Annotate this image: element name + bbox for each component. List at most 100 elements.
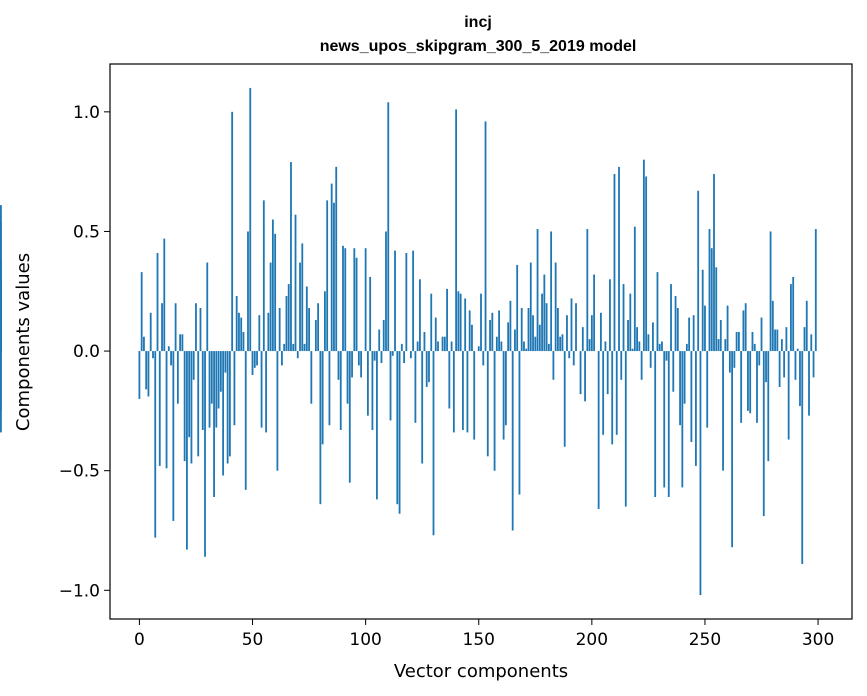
bar-239 [679,351,681,426]
bar-208 [609,279,611,352]
bar-158 [495,336,498,352]
bar-198 [586,229,589,352]
bar-152 [482,351,485,366]
bar-186 [559,336,562,352]
bar-189 [566,315,568,352]
bar-172 [527,308,530,352]
bar-294 [803,327,806,352]
bar-217 [629,293,632,352]
bar-203 [597,351,600,509]
x-axis: 0 50 100 150 200 250 300 [134,619,834,650]
bar-272 [753,343,756,352]
bar-261 [728,351,731,373]
bar-66 [287,284,290,352]
bar-47 [244,351,247,490]
bar-181 [547,343,550,352]
bar-286 [785,327,788,352]
bar-13 [167,346,170,352]
bar-299 [814,229,817,352]
bar-170 [523,341,525,352]
bar-127 [425,351,428,387]
bar-204 [599,312,602,352]
bar-249 [701,269,704,352]
bar-210 [613,174,616,352]
bar-41 [231,111,234,352]
bar-38 [224,351,227,373]
x-tick-label: 200 [576,630,608,650]
bar-132 [437,341,439,352]
bar-29 [204,351,206,557]
bar-107 [380,351,383,364]
bar-123 [416,341,419,352]
bar-269 [747,351,749,411]
bar-14 [170,351,172,366]
bar-229 [656,272,659,352]
bar-61 [276,351,279,471]
bar-128 [428,351,430,383]
bar-276 [762,351,765,517]
bar-135 [443,336,446,352]
bar-209 [611,351,614,445]
bar-230 [658,343,661,352]
bar-160 [500,341,503,352]
bar-223 [642,159,645,352]
bar-184 [554,262,557,352]
bar-199 [588,339,591,352]
bar-53 [258,315,261,352]
bar-75 [308,308,310,352]
bar-64 [283,343,286,352]
bar-34 [215,351,218,428]
bar-40 [228,351,231,457]
bar-18 [179,334,182,352]
bar-195 [579,351,582,395]
bar-282 [776,329,779,352]
bar-264 [735,331,738,352]
x-axis-label: Vector components [394,661,568,682]
y-tick-label: −0.5 [59,462,100,482]
bar-150 [477,346,480,352]
bar-79 [317,303,320,352]
bar-134 [441,336,444,352]
bar-237 [674,296,677,352]
bar-224 [645,176,648,352]
bar-171 [525,348,528,352]
bar-177 [538,324,541,352]
bar-214 [622,284,625,352]
bar-267 [742,310,745,352]
bar-57 [267,312,270,352]
bar-55 [262,200,265,352]
bar-117 [403,351,405,364]
bar-124 [419,279,421,352]
bar-89 [339,351,342,431]
bar-69 [294,214,297,352]
bar-120 [409,351,412,359]
bar-260 [726,305,729,352]
bar-182 [550,231,553,352]
bar-156 [491,312,494,352]
bar-0 [138,351,141,399]
bar-266 [740,351,743,423]
bar-82 [324,291,326,352]
bar-258 [722,351,724,471]
bar-74 [305,286,308,352]
bar-216 [627,319,629,352]
bar-26 [197,351,200,457]
bar-111 [389,351,392,421]
bar-15 [172,351,175,521]
bar-100 [364,248,367,352]
bar-226 [649,351,652,368]
bar-259 [724,339,727,352]
bar-190 [568,351,571,359]
bar-196 [581,327,584,352]
y-tick-label: 1.0 [73,103,100,123]
bar-undefined [0,351,2,433]
bar-1 [140,272,143,352]
bar-30 [206,262,209,352]
bar-44 [238,312,240,352]
bar-16 [174,303,177,352]
bar-25 [195,303,197,352]
bar-222 [640,351,643,380]
bar-143 [462,351,464,431]
bar-17 [176,351,179,404]
